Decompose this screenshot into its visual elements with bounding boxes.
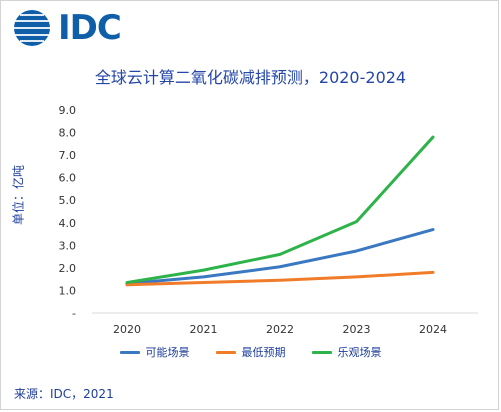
y-tick-label: 6.0 [59,172,77,185]
legend-item-possible: 可能场景 [119,344,190,360]
source-note: 来源：IDC，2021 [14,387,114,401]
y-tick-label: 1.0 [59,284,77,297]
y-tick-label: 9.0 [59,104,77,117]
y-tick-label: 7.0 [59,149,77,162]
legend-label-possible: 可能场景 [145,346,190,359]
series-line-possible [125,228,435,286]
y-tick-label: - [72,307,76,320]
x-tick-label: 2022 [266,323,294,336]
x-tick-label: 2021 [190,323,218,336]
y-tick-label: 8.0 [59,127,77,140]
y-tick-label: 2.0 [59,262,77,275]
legend: 可能场景 最低预期 乐观场景 [0,344,501,360]
legend-item-lowest: 最低预期 [215,344,286,360]
x-tick-label: 2024 [419,323,447,336]
x-tick-label: 2023 [343,323,371,336]
globe-icon [14,10,50,46]
series-line-lowest [125,270,435,287]
x-tick-label: 2020 [113,323,141,336]
chart-title: 全球云计算二氧化碳减排预测，2020-2024 [94,68,407,87]
logo-text: IDC [58,8,122,48]
y-tick-label: 5.0 [59,194,77,207]
series-line-optimistic [125,135,435,285]
y-tick-label: 3.0 [59,239,77,252]
legend-label-lowest: 最低预期 [241,346,286,359]
y-tick-label: 4.0 [59,217,77,230]
legend-label-optimistic: 乐观场景 [337,346,382,359]
legend-item-optimistic: 乐观场景 [311,344,382,360]
legend-swatch-optimistic [311,350,332,354]
legend-swatch-possible [119,350,140,354]
legend-swatch-lowest [215,350,236,354]
idc-logo: IDC [12,8,122,48]
